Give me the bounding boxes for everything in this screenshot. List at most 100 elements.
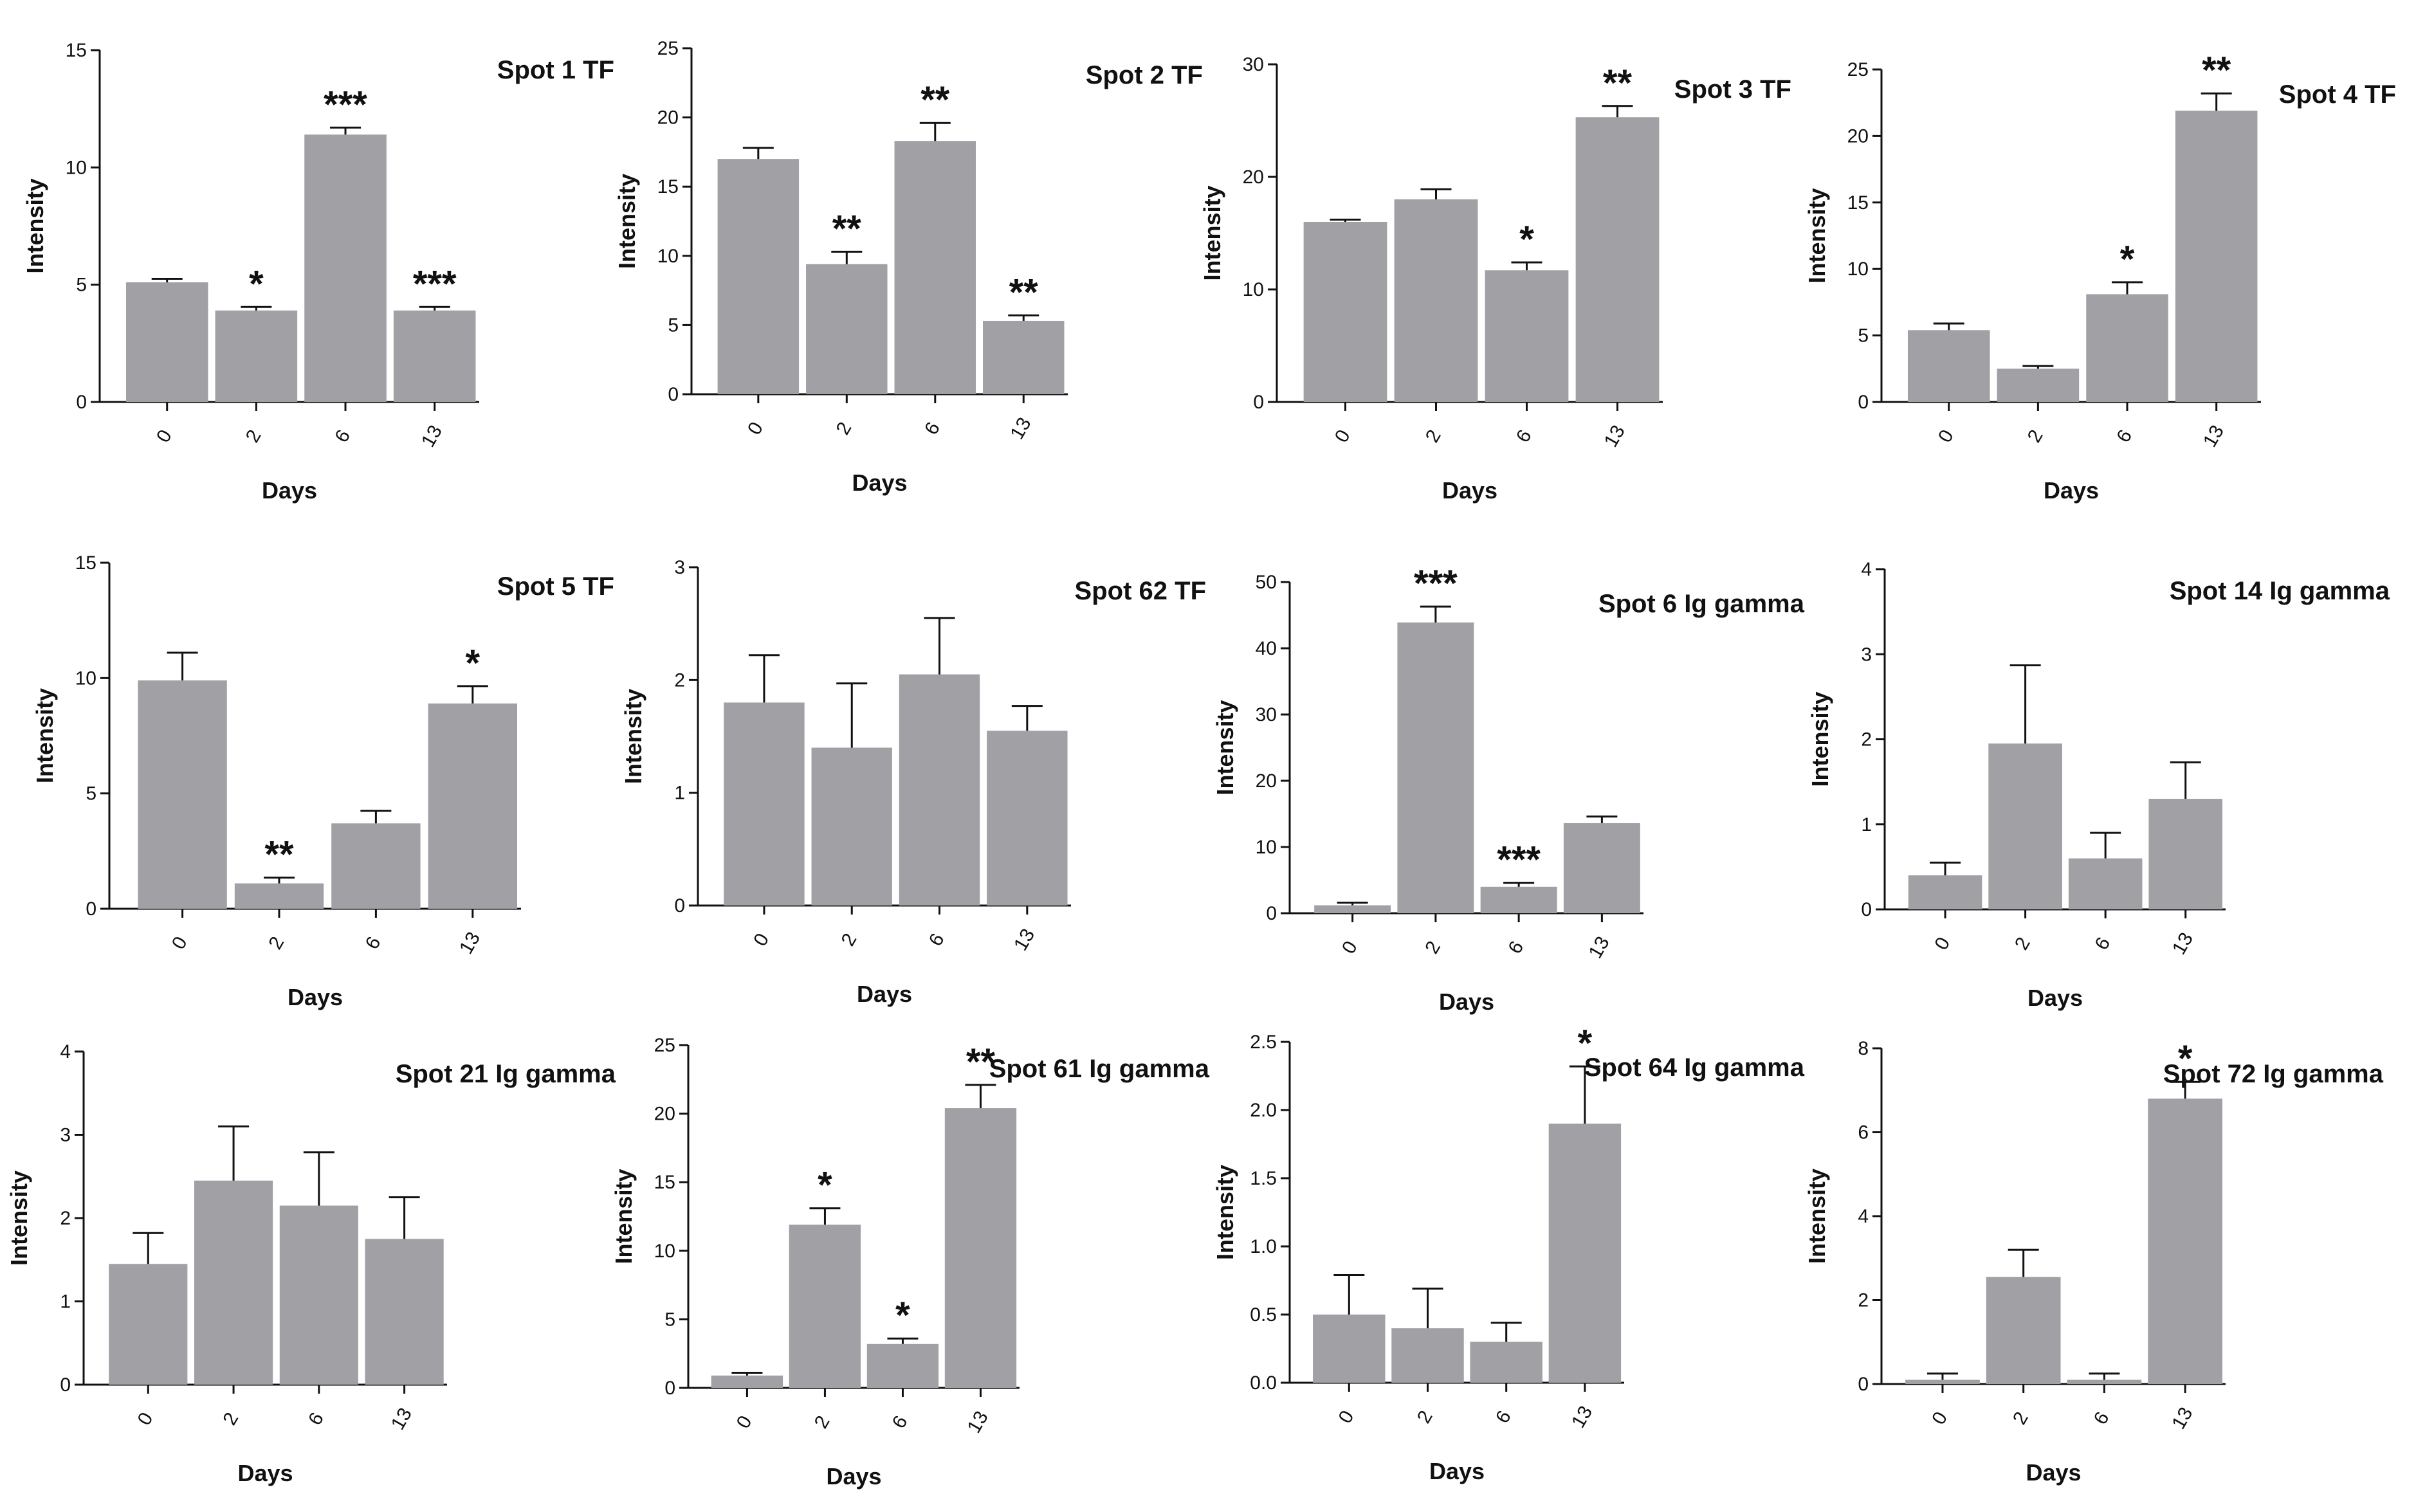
bar-day-6 — [331, 823, 421, 909]
bar-day-2 — [234, 883, 324, 909]
bar-day-6 — [866, 1343, 939, 1388]
bar-day-2 — [1986, 1277, 2061, 1384]
y-tick-label: 15 — [654, 1172, 675, 1193]
x-axis-title: Days — [857, 981, 912, 1007]
x-tick-label: 13 — [387, 1405, 416, 1434]
x-tick-label: 6 — [2090, 1408, 2114, 1428]
y-tick-label: 10 — [66, 157, 87, 178]
x-tick-label: 2 — [837, 930, 861, 950]
y-axis-title: Intensity — [614, 174, 640, 269]
chart-panel-4: 0 5 10 15 20 25 Intensity 0 2 6 * 13 ** Days Spot 4 TF — [1804, 50, 2396, 504]
chart-title: Spot 62 TF — [1075, 577, 1206, 605]
y-tick-label: 3 — [60, 1125, 71, 1146]
x-tick-label: 13 — [2168, 1404, 2197, 1433]
y-tick-label: 1 — [1861, 814, 1872, 835]
x-tick-label: 6 — [304, 1409, 328, 1429]
significance-marker: ** — [966, 1041, 996, 1083]
bar-day-6 — [279, 1205, 358, 1385]
bar-day-6 — [899, 674, 980, 906]
x-tick-label: 2 — [2024, 426, 2047, 446]
chart-panel-3: 0 10 20 30 Intensity 0 2 6 * 13 ** Days Spot 3 TF — [1199, 54, 1791, 504]
bar-day-2 — [1997, 369, 2080, 402]
bar-day-2 — [811, 747, 892, 906]
y-tick-label: 20 — [657, 107, 679, 129]
x-tick-label: 6 — [2112, 426, 2136, 446]
x-tick-label: 2 — [264, 933, 288, 953]
x-tick-label: 2 — [810, 1412, 834, 1432]
y-tick-label: 3 — [1861, 644, 1872, 665]
x-tick-label: 6 — [888, 1412, 912, 1432]
y-tick-label: 20 — [1243, 167, 1264, 188]
chart-title: Spot 14 Ig gamma — [2170, 577, 2390, 605]
y-axis-title: Intensity — [22, 178, 48, 273]
y-axis-title: Intensity — [1212, 700, 1238, 795]
x-axis-title: Days — [288, 984, 343, 1010]
x-tick-label: 6 — [1492, 1407, 1515, 1427]
y-tick-label: 2 — [1861, 729, 1872, 751]
y-tick-label: 10 — [75, 668, 96, 689]
y-tick-label: 4 — [1861, 559, 1872, 580]
y-tick-label: 20 — [1847, 125, 1869, 147]
y-tick-label: 1 — [60, 1291, 71, 1313]
significance-marker: *** — [1497, 839, 1541, 881]
y-tick-label: 5 — [668, 314, 679, 336]
x-tick-label: 6 — [331, 426, 354, 446]
y-tick-label: 2 — [674, 669, 685, 691]
y-axis-title: Intensity — [1804, 188, 1830, 283]
x-tick-label: 2 — [2009, 1408, 2033, 1428]
x-tick-label: 6 — [920, 419, 944, 439]
x-tick-label: 2 — [1422, 426, 1445, 446]
y-tick-label: 15 — [1847, 192, 1869, 214]
significance-marker: ** — [1603, 62, 1633, 104]
y-tick-label: 3 — [674, 557, 685, 578]
y-tick-label: 25 — [657, 38, 679, 59]
x-axis-title: Days — [262, 477, 317, 504]
bar-day-2 — [1391, 1328, 1464, 1383]
x-tick-label: 0 — [749, 930, 773, 950]
y-tick-label: 2.5 — [1250, 1032, 1277, 1053]
y-tick-label: 2 — [1858, 1290, 1869, 1311]
bar-day-2 — [789, 1225, 861, 1388]
y-axis-title: Intensity — [6, 1170, 32, 1266]
bar-day-0 — [1303, 222, 1387, 402]
significance-marker: * — [818, 1165, 832, 1207]
x-axis-title: Days — [2027, 985, 2083, 1011]
chart-panel-8: 0 1 2 3 4 Intensity 0 2 6 13 Days Spot 14 Ig gamma — [1807, 559, 2390, 1011]
bar-day-13 — [1563, 823, 1640, 913]
y-tick-label: 15 — [657, 176, 679, 197]
y-tick-label: 30 — [1256, 704, 1277, 725]
x-tick-label: 0 — [1335, 1407, 1359, 1427]
y-tick-label: 1.0 — [1250, 1236, 1277, 1257]
x-axis-title: Days — [2044, 477, 2099, 504]
y-tick-label: 0 — [1253, 392, 1264, 413]
bar-day-0 — [125, 282, 208, 402]
significance-marker: * — [2120, 239, 2135, 280]
bar-day-13 — [1548, 1124, 1622, 1383]
x-tick-label: 0 — [1930, 934, 1954, 954]
y-tick-label: 0 — [1858, 1374, 1869, 1395]
bar-day-6 — [1480, 886, 1557, 913]
chart-title: Spot 3 TF — [1674, 75, 1791, 104]
x-tick-label: 6 — [361, 933, 385, 953]
y-tick-label: 5 — [86, 783, 96, 805]
x-tick-label: 0 — [1934, 426, 1958, 446]
bar-day-0 — [1905, 1380, 1980, 1384]
bar-day-0 — [1313, 1315, 1386, 1383]
y-tick-label: 6 — [1858, 1122, 1869, 1143]
x-axis-title: Days — [1442, 477, 1497, 504]
x-tick-label: 2 — [832, 419, 856, 439]
x-tick-label: 6 — [1504, 938, 1528, 958]
x-tick-label: 13 — [1600, 422, 1629, 451]
significance-marker: * — [1519, 219, 1534, 260]
x-tick-label: 13 — [1585, 933, 1614, 962]
y-axis-title: Intensity — [1212, 1165, 1238, 1260]
y-axis-title: Intensity — [1804, 1169, 1830, 1264]
y-tick-label: 2 — [60, 1208, 71, 1229]
significance-marker: *** — [1414, 563, 1458, 605]
chart-title: Spot 72 Ig gamma — [2163, 1060, 2384, 1088]
y-tick-label: 0 — [664, 1378, 675, 1399]
chart-panel-5: 0 5 10 15 Intensity 0 2 ** 6 13 * Days Spot 5 TF — [32, 552, 614, 1010]
y-tick-label: 1.5 — [1250, 1168, 1277, 1189]
y-tick-label: 30 — [1243, 54, 1264, 75]
y-axis-title: Intensity — [610, 1169, 637, 1264]
